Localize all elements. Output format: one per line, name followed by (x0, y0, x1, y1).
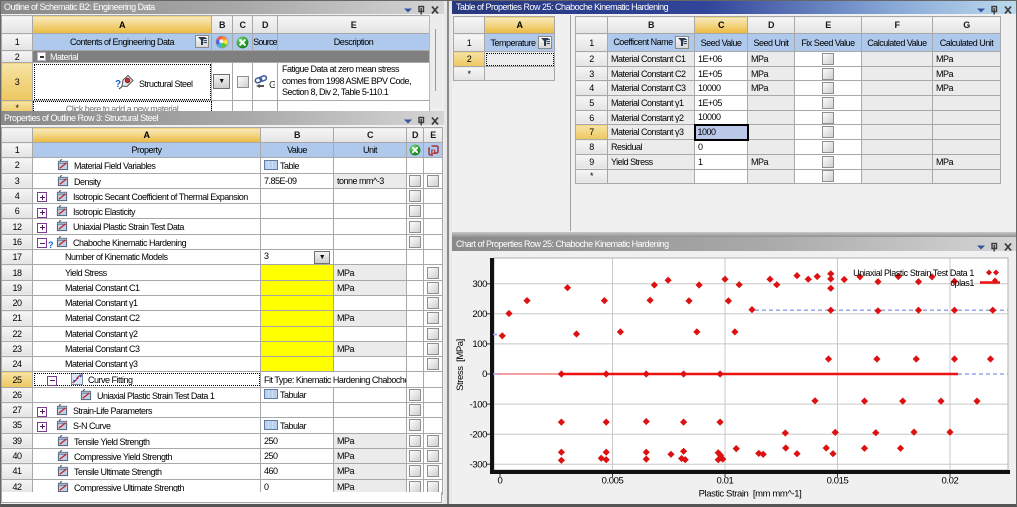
svg-text:-300: -300 (470, 459, 488, 470)
svg-text:0.015: 0.015 (827, 476, 849, 487)
svg-text:?: ? (115, 79, 121, 90)
svg-text:0: 0 (482, 369, 487, 380)
svg-text:G: G (269, 80, 275, 89)
svg-text:0.02: 0.02 (942, 476, 959, 487)
svg-text:300: 300 (472, 279, 487, 290)
svg-text:0: 0 (498, 476, 503, 487)
svg-text:0.01: 0.01 (717, 476, 734, 487)
svg-text:100: 100 (472, 339, 487, 350)
svg-text:Plastic Strain [mm mm^-1]: Plastic Strain [mm mm^-1] (699, 489, 802, 500)
svg-text:cplas1: cplas1 (950, 278, 974, 288)
svg-text:Stress [MPa]: Stress [MPa] (455, 339, 466, 391)
svg-text:-100: -100 (470, 399, 488, 410)
svg-text:Uniaxial Plastic Strain Test D: Uniaxial Plastic Strain Test Data 1 (853, 268, 974, 278)
svg-text:-200: -200 (470, 429, 488, 440)
svg-text:0.005: 0.005 (602, 476, 624, 487)
svg-text:p: p (430, 146, 435, 156)
svg-text:200: 200 (472, 309, 487, 320)
